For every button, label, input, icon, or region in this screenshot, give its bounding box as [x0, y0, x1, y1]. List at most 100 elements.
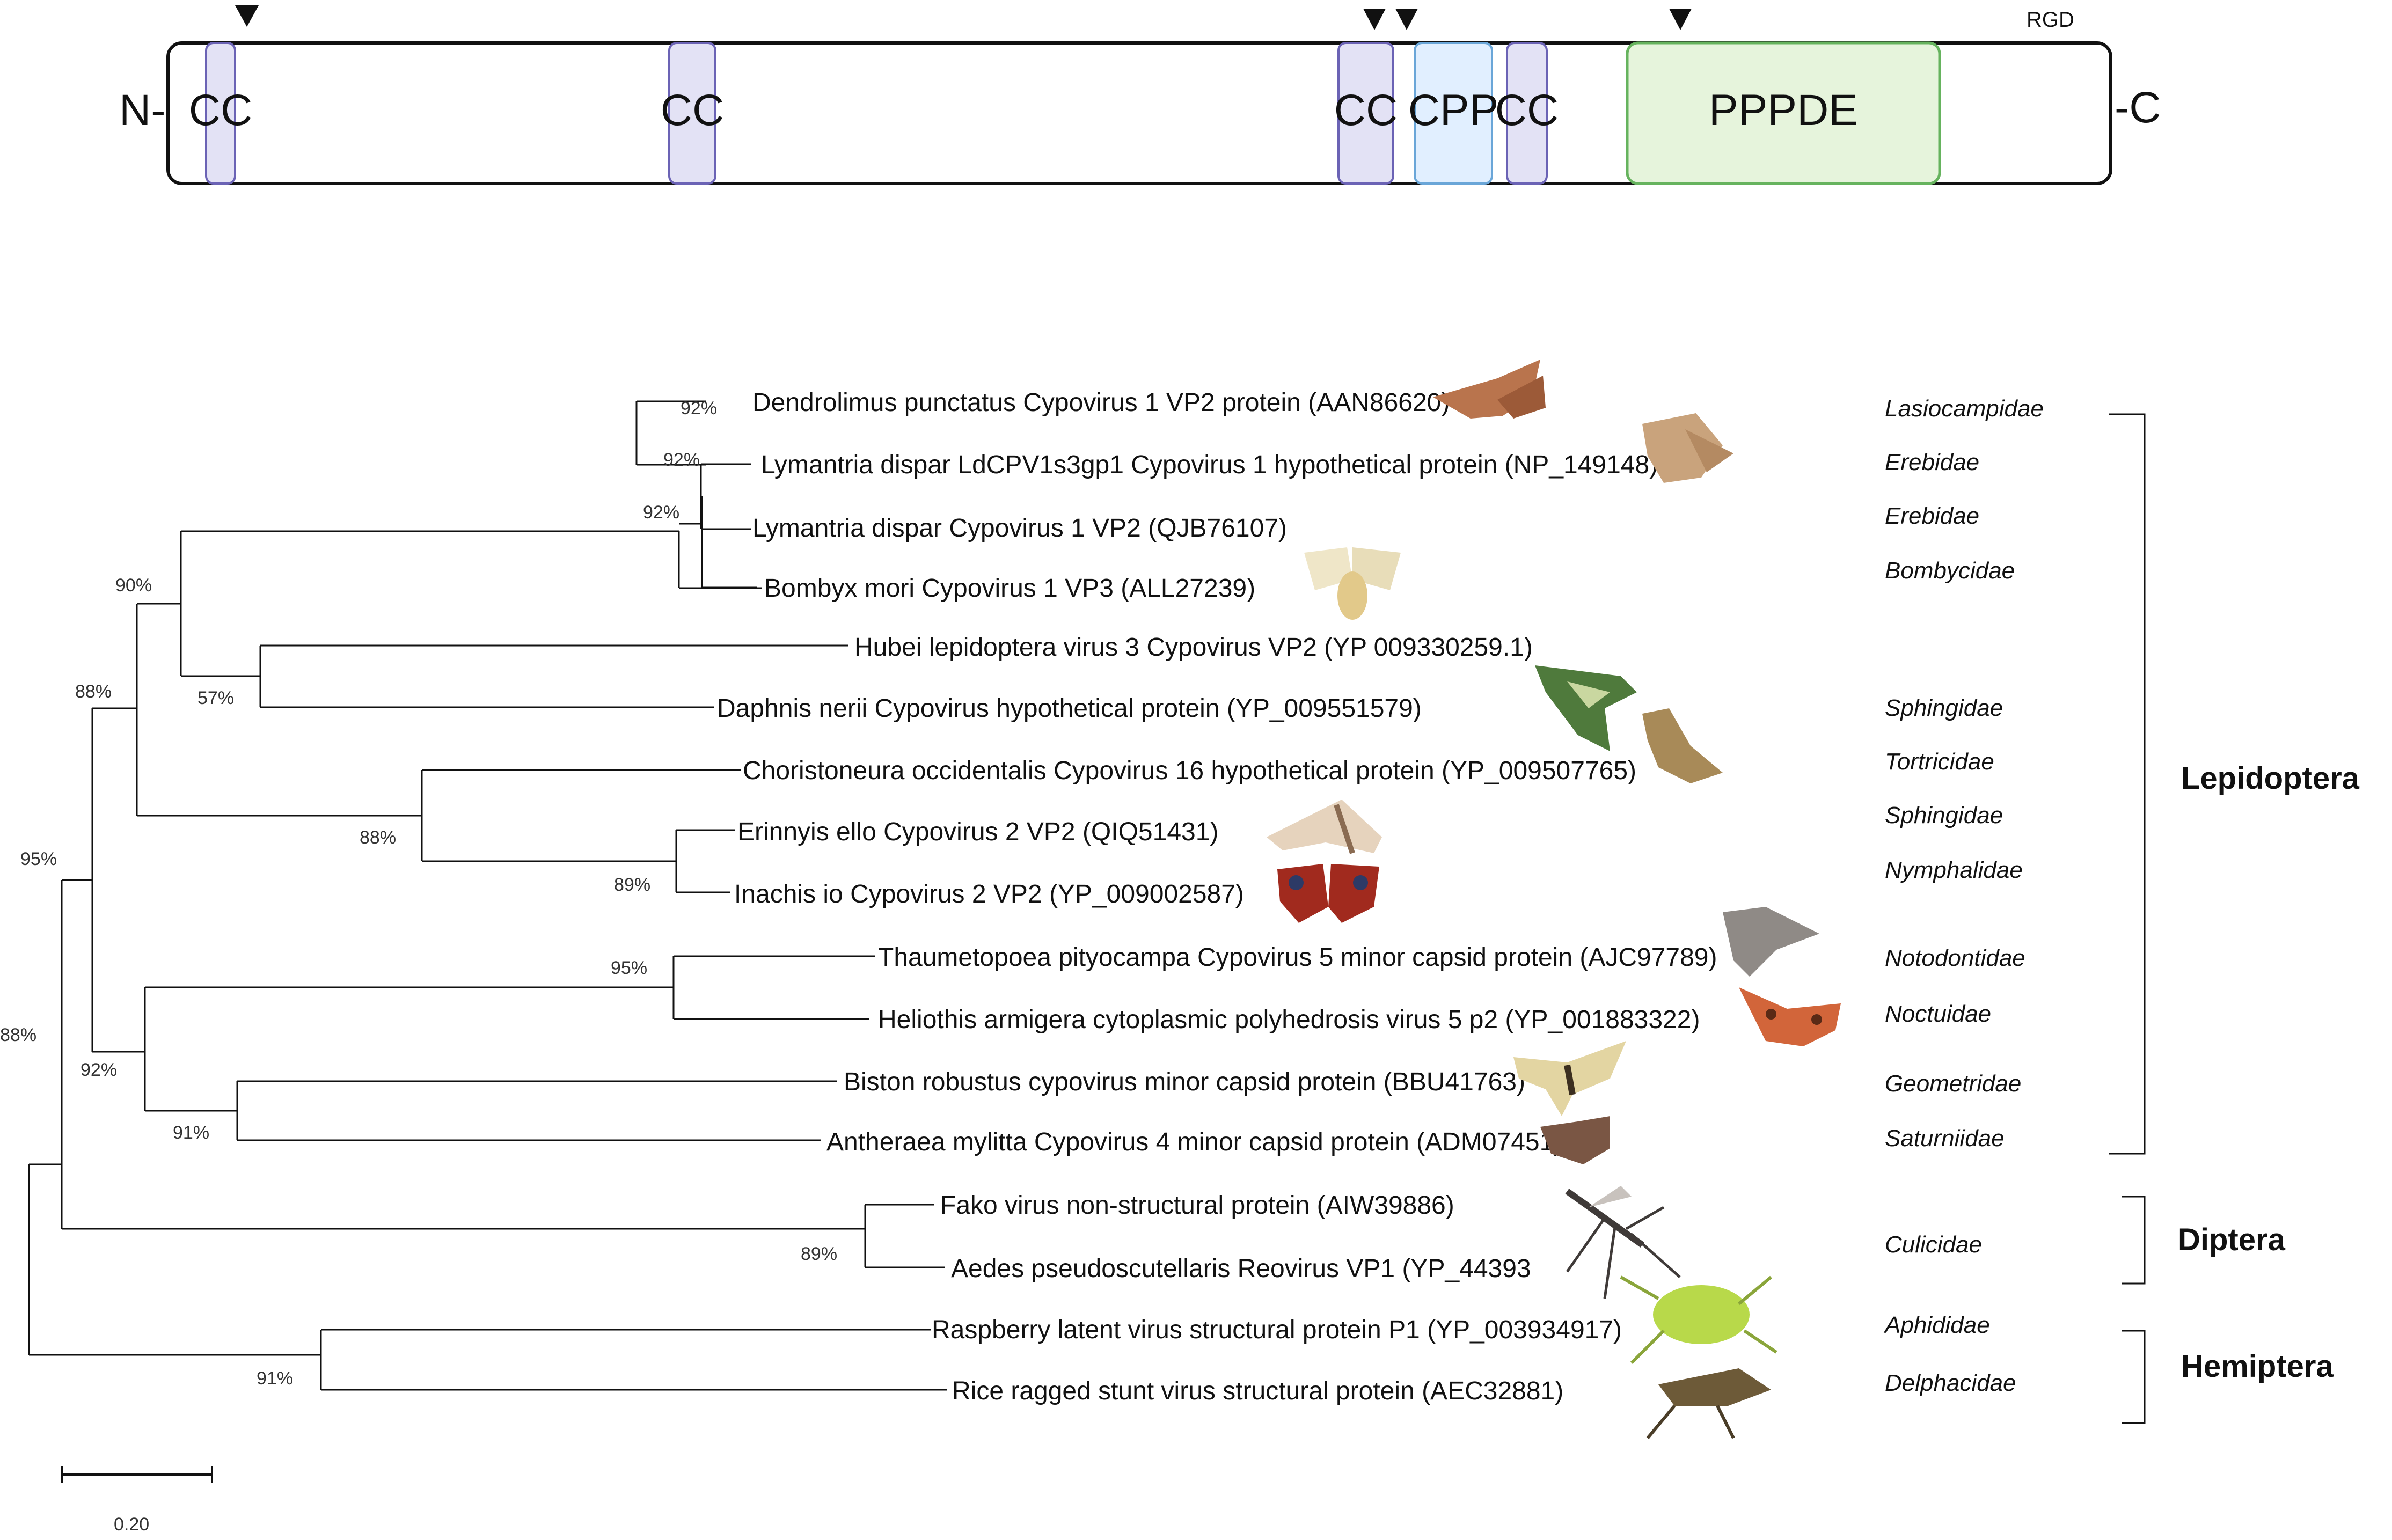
hawkmoth-icon — [1535, 665, 1637, 751]
host-family-labels: Lasiocampidae Erebidae Erebidae Bombycid… — [1883, 395, 2044, 1396]
domain-box-cpp — [1414, 42, 1493, 185]
bootstrap-value: 57% — [197, 688, 234, 708]
family-label: Tortricidae — [1885, 749, 1994, 775]
branch — [675, 829, 735, 893]
family-label: Erebidae — [1885, 449, 1979, 475]
domain-box-cc-3 — [1337, 42, 1394, 185]
bootstrap-value: 91% — [257, 1368, 293, 1389]
domain-box-pppde — [1626, 41, 1941, 185]
family-label: Sphingidae — [1885, 802, 2003, 828]
down-triangle-icon — [1395, 9, 1418, 30]
domain-label-cpp: CPP — [1408, 86, 1499, 135]
taxon-label: Antheraea mylitta Cypovirus 4 minor caps… — [826, 1128, 1562, 1156]
bootstrap-value: 89% — [801, 1244, 837, 1264]
branch — [320, 1329, 947, 1391]
bootstrap-value: 92% — [643, 502, 679, 523]
branch — [672, 955, 875, 1020]
order-label-lepidoptera: Lepidoptera — [2181, 761, 2360, 796]
domain-label-pppde: PPPDE — [1709, 86, 1858, 135]
order-brackets: Lepidoptera Diptera Hemiptera — [2109, 413, 2360, 1424]
family-label: Bombycidae — [1885, 558, 2015, 584]
domain-label-cc-2: CC — [661, 86, 724, 135]
family-label: Saturniidae — [1885, 1125, 2005, 1152]
taxon-label: Rice ragged stunt virus structural prote… — [952, 1377, 1563, 1405]
bracket-hemiptera — [2122, 1330, 2146, 1424]
taxon-label: Aedes pseudoscutellaris Reovirus VP1 (YP… — [951, 1255, 1531, 1283]
domain-diagram: N- -C RGD CC CC CC CPP CC PPPDE — [119, 5, 2161, 185]
host-insect-images — [1267, 360, 1841, 1439]
c-terminus-label: -C — [2115, 83, 2161, 132]
family-label: Lasiocampidae — [1885, 395, 2044, 422]
branch — [61, 879, 865, 1230]
order-label-hemiptera: Hemiptera — [2181, 1349, 2334, 1384]
family-label: Aphididae — [1883, 1312, 1990, 1338]
bootstrap-value: 92% — [81, 1060, 117, 1080]
bootstrap-value: 90% — [115, 575, 152, 596]
bracket-diptera — [2122, 1196, 2146, 1285]
scale-bar-label: 0.20 — [114, 1514, 149, 1535]
moth-icon — [1642, 413, 1733, 483]
taxon-label: Thaumetopoea pityocampa Cypovirus 5 mino… — [878, 943, 1717, 972]
aphid-icon — [1620, 1275, 1777, 1365]
bootstrap-value: 92% — [663, 450, 700, 470]
taxon-label: Heliothis armigera cytoplasmic polyhedro… — [878, 1006, 1700, 1034]
silkmoth-icon — [1304, 547, 1401, 620]
taxon-label: Raspberry latent virus structural protei… — [932, 1316, 1622, 1344]
moth-icon — [1739, 987, 1841, 1046]
scale-bar: 0.20 — [61, 1466, 213, 1535]
branch — [864, 1204, 945, 1268]
rgd-motif-label: RGD — [2027, 8, 2074, 32]
domain-box-cc-4 — [1506, 42, 1548, 185]
branch — [678, 531, 762, 589]
family-label: Delphacidae — [1885, 1370, 2016, 1396]
taxon-label: Erinnyis ello Cypovirus 2 VP2 (QIQ51431) — [737, 818, 1218, 846]
branch — [28, 1163, 321, 1356]
taxon-labels: Dendrolimus punctatus Cypovirus 1 VP2 pr… — [717, 388, 1717, 1405]
branch — [635, 400, 706, 466]
moth-icon — [1642, 708, 1723, 783]
taxon-label: Bombyx mori Cypovirus 1 VP3 (ALL27239) — [764, 574, 1255, 603]
protein-backbone — [166, 41, 2112, 185]
family-label: Sphingidae — [1885, 695, 2003, 721]
hawkmoth-icon — [1267, 800, 1382, 854]
n-terminus-label: N- — [119, 86, 166, 135]
branch — [421, 769, 741, 862]
family-label: Erebidae — [1885, 503, 1979, 529]
bootstrap-value: 92% — [681, 398, 717, 419]
branch — [180, 531, 260, 677]
moth-icon — [1433, 360, 1546, 419]
mosquito-icon — [1565, 1186, 1681, 1299]
family-label: Notodontidae — [1885, 945, 2025, 971]
family-label: Nymphalidae — [1885, 857, 2023, 883]
taxon-label: Inachis io Cypovirus 2 VP2 (YP_009002587… — [734, 880, 1244, 908]
bootstrap-value: 89% — [614, 875, 650, 895]
bracket-lepidoptera — [2109, 413, 2146, 1155]
domain-box-cc-1 — [205, 42, 236, 185]
family-label: Noctuidae — [1885, 1001, 1991, 1027]
moth-icon — [1723, 907, 1819, 977]
bootstrap-value: 88% — [75, 681, 112, 702]
taxon-label: Lymantria dispar LdCPV1s3gp1 Cypovirus 1… — [761, 451, 1658, 479]
domain-label-cc-3: CC — [1334, 86, 1398, 135]
butterfly-icon — [1277, 864, 1379, 923]
bootstrap-value: 88% — [0, 1025, 36, 1045]
domain-label-cc-4: CC — [1495, 86, 1559, 135]
taxon-label: Daphnis nerii Cypovirus hypothetical pro… — [717, 694, 1422, 723]
bootstrap-value: 91% — [173, 1123, 209, 1143]
down-triangle-icon — [235, 5, 259, 27]
domain-box-cc-2 — [668, 42, 716, 185]
down-triangle-icon — [1363, 9, 1386, 30]
planthopper-icon — [1646, 1368, 1771, 1439]
branch — [144, 986, 674, 1112]
branch — [236, 1080, 837, 1141]
scale-bar-line — [61, 1466, 213, 1483]
moth-icon — [1540, 1116, 1610, 1164]
taxon-label: Fako virus non-structural protein (AIW39… — [940, 1191, 1454, 1220]
tree-branches — [28, 400, 947, 1391]
taxon-label: Choristoneura occidentalis Cypovirus 16 … — [743, 757, 1636, 785]
bootstrap-values: 92% 92% 92% 90% 57% 88% 88% 89% 95% 95% … — [0, 398, 837, 1389]
taxon-label: Lymantria dispar Cypovirus 1 VP2 (QJB761… — [752, 514, 1287, 542]
taxon-label: Biston robustus cypovirus minor capsid p… — [844, 1068, 1525, 1096]
